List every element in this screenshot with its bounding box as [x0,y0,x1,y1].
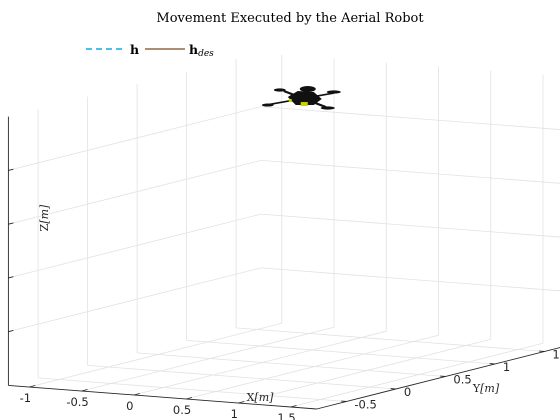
x-axis-label: X[m] [247,391,275,404]
x-tick [185,397,193,400]
legend: h hdes [86,42,214,59]
legend-label-h: h [130,42,139,57]
grid-line [137,352,446,377]
x-tick-label: 1.5 [277,411,295,420]
grid-line [260,213,560,238]
grid-line [81,326,335,392]
grid-line [185,334,439,400]
x-tick-label: -1 [20,391,31,405]
grid-line [8,213,261,279]
grid-line [8,160,261,225]
grid-layer [8,54,560,408]
robot-propeller [261,103,274,107]
x-tick-label: -0.5 [66,395,88,409]
robot-propeller [320,106,335,110]
y-tick-label: 0 [404,385,411,399]
y-tick-label: 1.5 [552,348,560,362]
robot-fuselage [287,91,322,106]
robot-top [299,86,316,93]
grid-line [87,365,396,390]
x-tick-label: 0.5 [173,403,191,417]
y-axis-line [316,347,560,410]
grid-line [260,160,560,184]
robot-body-group [261,86,341,110]
x-tick [290,405,297,408]
grid-line [133,330,387,396]
z-tick [8,222,14,225]
grid-line [290,342,544,408]
grid-line [186,340,495,365]
x-tick [133,393,140,396]
grid-line [260,267,560,292]
grid-line [8,106,261,171]
x-tick [81,389,88,392]
y-tick-label: -0.5 [354,398,376,412]
axes-layer: -1-0.500.511.5-0.500.511.50.511.52 [0,116,560,420]
robot-propeller [326,90,341,94]
grid-line [236,327,545,352]
z-tick [8,168,14,171]
x-tick [238,401,245,404]
x-tick [29,385,36,388]
robot-accent [300,102,308,107]
y-tick-label: 0.5 [453,373,471,387]
grid-line [29,322,282,388]
z-tick [8,329,14,333]
robot-propeller [273,88,286,92]
x-tick-label: 0 [126,399,133,413]
legend-label-hdes: hdes [189,42,214,59]
aerial-robot [261,86,341,110]
grid-line [38,377,347,402]
chart-title: Movement Executed by the Aerial Robot [156,11,424,26]
y-tick-label: 1 [503,360,510,374]
grid-line [260,106,560,130]
y-axis-label: Y[m] [472,382,500,395]
grid-line [8,267,261,333]
x-axis-line [8,384,317,410]
z-tick [8,276,14,279]
x-tick-label: 1 [231,407,238,420]
z-axis-label: Z[m] [38,204,51,231]
robot-accent [288,99,292,103]
grid-line [238,338,491,404]
